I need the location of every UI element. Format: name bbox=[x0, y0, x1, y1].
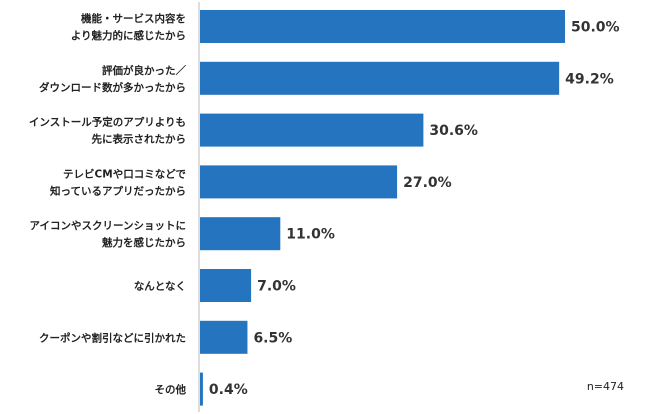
category-label: 機能・サービス内容を bbox=[81, 12, 186, 25]
bar bbox=[200, 10, 565, 43]
category-label: その他 bbox=[155, 383, 187, 396]
value-label: 27.0% bbox=[403, 175, 452, 191]
category-label: ダウンロード数が多かったから bbox=[39, 81, 186, 94]
category-label: インストール予定のアプリよりも bbox=[29, 116, 186, 129]
category-label: クーポンや割引などに引かれた bbox=[39, 331, 186, 344]
category-label: なんとなく bbox=[134, 281, 186, 293]
category-label: アイコンやスクリーンショットに bbox=[30, 220, 186, 232]
category-label: テレビCMや口コミなどで bbox=[63, 167, 186, 180]
category-label: 知っているアプリだったから bbox=[50, 184, 186, 197]
category-label: より魅力的に感じたから bbox=[71, 29, 186, 42]
category-label: 評価が良かった／ bbox=[102, 64, 186, 77]
value-label: 6.5% bbox=[253, 330, 292, 346]
bar bbox=[200, 269, 252, 302]
value-label: 0.4% bbox=[209, 382, 248, 398]
value-label: 30.6% bbox=[429, 123, 478, 139]
value-label: 50.0% bbox=[571, 20, 620, 36]
category-label: 先に表示されたから bbox=[92, 133, 187, 146]
value-label: 7.0% bbox=[257, 279, 296, 295]
bar bbox=[200, 113, 424, 147]
bar bbox=[200, 165, 398, 199]
bar bbox=[200, 320, 248, 354]
category-label: 魅力を感じたから bbox=[102, 236, 186, 249]
value-label: 49.2% bbox=[565, 71, 614, 87]
value-label: 11.0% bbox=[286, 227, 335, 243]
bar bbox=[200, 217, 281, 251]
bar bbox=[200, 372, 203, 406]
bar bbox=[200, 61, 560, 95]
sample-size-note: n=474 bbox=[586, 380, 624, 393]
